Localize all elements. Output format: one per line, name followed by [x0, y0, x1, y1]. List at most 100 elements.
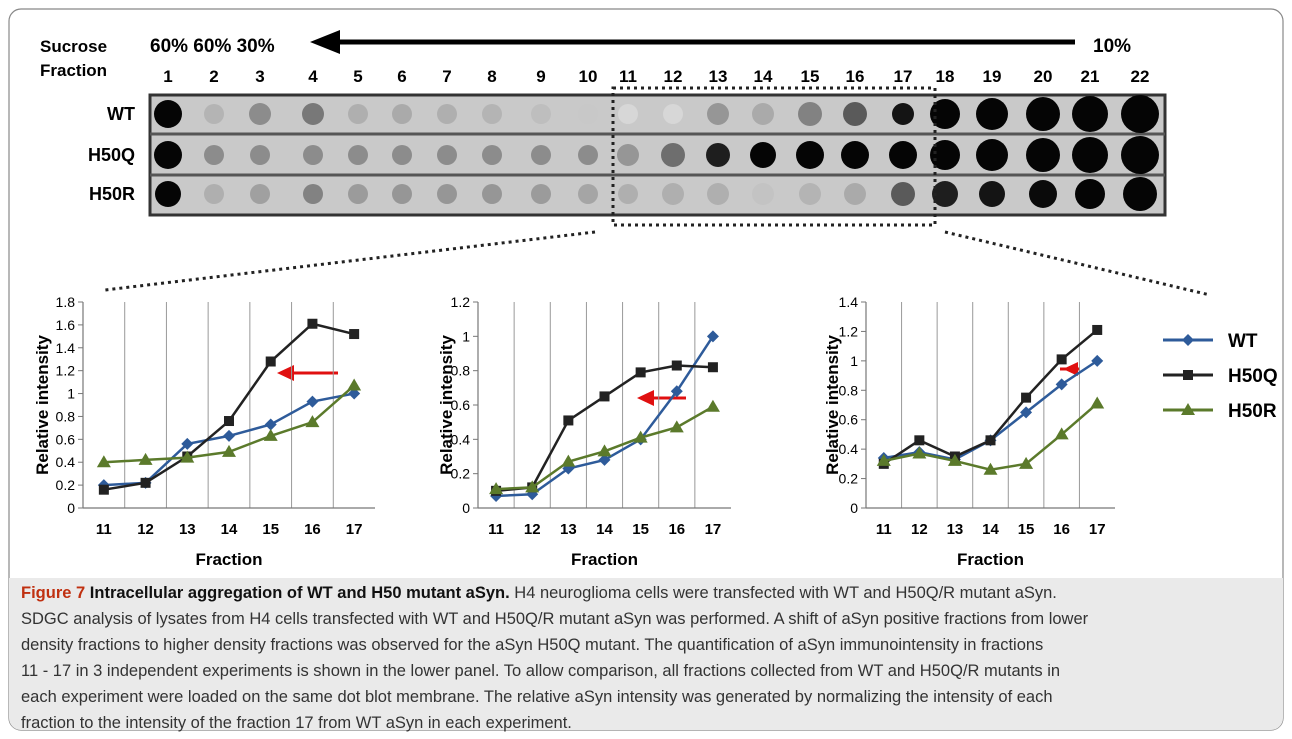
blot-dot	[154, 100, 182, 128]
x-tick-label: 12	[911, 521, 928, 538]
blot-dot	[752, 183, 774, 205]
x-tick-label: 14	[596, 521, 613, 538]
blot-dot	[752, 103, 774, 125]
blot-dot	[618, 104, 638, 124]
fraction-number: 4	[308, 67, 318, 86]
blot-dot	[662, 183, 684, 205]
y-tick-label: 0.6	[56, 431, 76, 447]
y-tick-label: 0.4	[56, 454, 76, 470]
blot-dot	[437, 184, 457, 204]
fraction-number: 20	[1034, 67, 1053, 86]
blot-dot	[976, 98, 1008, 130]
y-tick-label: 1.6	[56, 317, 76, 333]
data-point	[1057, 354, 1067, 364]
blot-dot	[531, 104, 551, 124]
percent-label: 60% 60% 30%	[150, 36, 275, 57]
fraction-number: 18	[936, 67, 955, 86]
blot-dot	[437, 104, 457, 124]
blot-dot	[799, 183, 821, 205]
blot-dot	[482, 184, 502, 204]
blot-dot	[154, 141, 182, 169]
blot-dot	[437, 145, 457, 165]
blot-dot	[663, 104, 683, 124]
blot-dot	[302, 103, 324, 125]
x-tick-label: 15	[262, 521, 279, 538]
x-tick-label: 17	[346, 521, 363, 538]
data-point	[600, 391, 610, 401]
blot-dot	[976, 139, 1008, 171]
data-point	[914, 435, 924, 445]
blot-dot	[482, 104, 502, 124]
y-tick-label: 1.4	[839, 294, 859, 310]
x-axis-title: Fraction	[195, 550, 262, 569]
x-tick-label: 16	[1053, 521, 1070, 538]
caption: Figure 7 Intracellular aggregation of WT…	[9, 578, 1283, 730]
x-tick-label: 11	[488, 521, 504, 538]
blot-dot	[578, 145, 598, 165]
blot-dot	[661, 143, 685, 167]
data-point	[141, 478, 151, 488]
blot-dot	[891, 182, 915, 206]
blot-dot	[1026, 138, 1060, 172]
x-tick-label: 17	[1089, 521, 1106, 538]
blot-dot	[155, 181, 181, 207]
caption-title: Intracellular aggregation of WT and H50 …	[90, 584, 510, 602]
blot-dot	[843, 102, 867, 126]
y-tick-label: 0	[462, 500, 470, 516]
y-tick-label: 0	[850, 500, 858, 516]
y-axis-title: Relative intensity	[823, 335, 842, 475]
blot-dot	[348, 184, 368, 204]
blot-dot	[250, 145, 270, 165]
x-tick-label: 17	[705, 521, 722, 538]
legend-marker	[1183, 370, 1193, 380]
blot-dot	[1029, 180, 1057, 208]
y-tick-label: 1.8	[56, 294, 76, 310]
blot-dot	[348, 104, 368, 124]
blot-dot	[250, 184, 270, 204]
blot-dot	[1026, 97, 1060, 131]
x-tick-label: 11	[96, 521, 112, 538]
data-point	[1021, 393, 1031, 403]
data-point	[986, 435, 996, 445]
figure: Sucrose Fraction 60% 60% 30% 10% 1234567…	[0, 0, 1292, 739]
fraction-number: 6	[397, 67, 406, 86]
blot-dot	[531, 184, 551, 204]
blot-dot	[392, 104, 412, 124]
blot-dot	[482, 145, 502, 165]
blot-dot	[303, 184, 323, 204]
y-tick-label: 1.4	[56, 340, 76, 356]
blot-dot	[979, 181, 1005, 207]
y-tick-label: 1	[850, 353, 858, 369]
y-axis-title: Relative intensity	[437, 335, 456, 475]
data-point	[99, 485, 109, 495]
legend-label: H50R	[1228, 401, 1277, 422]
caption-text: density fractions to higher density frac…	[21, 636, 1043, 655]
sucrose-label: Sucrose	[40, 37, 107, 56]
data-point	[1092, 325, 1102, 335]
x-tick-label: 13	[179, 521, 196, 538]
x-tick-label: 12	[524, 521, 541, 538]
caption-text: each experiment were loaded on the same …	[21, 688, 1053, 707]
x-tick-label: 15	[632, 521, 649, 538]
legend-label: H50Q	[1228, 366, 1278, 387]
data-point	[563, 415, 573, 425]
blot-dot	[204, 104, 224, 124]
fraction-number: 9	[536, 67, 545, 86]
percent-label: 10%	[1093, 36, 1131, 57]
x-tick-label: 12	[137, 521, 154, 538]
blot-dot	[618, 184, 638, 204]
fraction-number: 7	[442, 67, 451, 86]
fraction-number: 13	[709, 67, 728, 86]
fraction-number: 16	[846, 67, 865, 86]
legend-label: WT	[1228, 331, 1258, 352]
fraction-number: 22	[1131, 67, 1150, 86]
data-point	[307, 319, 317, 329]
y-tick-label: 1.2	[451, 294, 471, 310]
y-tick-label: 1.2	[56, 363, 76, 379]
blot-dot	[617, 144, 639, 166]
row-label: H50Q	[88, 145, 135, 165]
x-tick-label: 14	[982, 521, 999, 538]
x-tick-label: 16	[668, 521, 685, 538]
data-point	[708, 362, 718, 372]
y-tick-label: 0	[67, 500, 75, 516]
